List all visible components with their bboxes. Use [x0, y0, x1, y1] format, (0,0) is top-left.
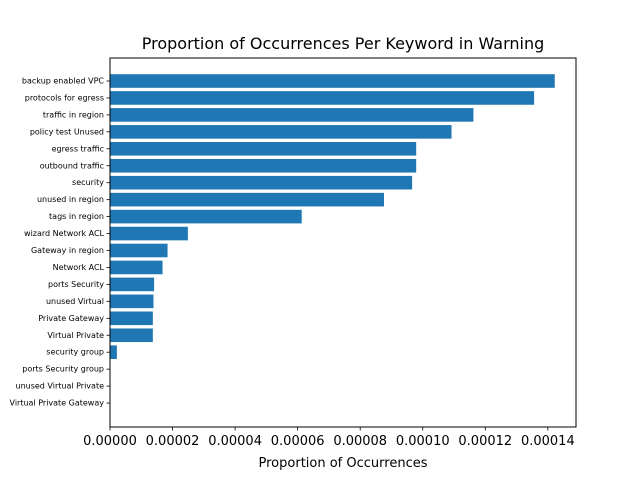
y-axis-ticks: backup enabled VPC protocols for egress tr… [10, 77, 110, 408]
y-tick-label: Private Gateway [38, 314, 104, 323]
bar [110, 175, 413, 190]
y-tick-label: Network ACL [53, 263, 105, 272]
y-tick-label: tags in region [49, 212, 104, 221]
bar [110, 345, 117, 359]
y-tick-label: ports Security group [22, 365, 104, 374]
y-tick-label: security [72, 178, 104, 187]
x-tick-label: 0.00004 [208, 434, 262, 449]
bar [110, 108, 474, 122]
plot-frame [109, 57, 577, 428]
y-tick-label: unused in region [37, 195, 104, 204]
y-tick-label: wizard Network ACL [24, 229, 105, 238]
bar [110, 277, 155, 292]
chart-title: Proportion of Occurrences Per Keyword in… [142, 34, 545, 53]
y-tick-label: Virtual Private [47, 331, 104, 340]
x-tick-label: 0.00014 [521, 434, 575, 449]
bar [110, 226, 188, 241]
y-tick-label: unused Virtual [46, 297, 104, 306]
bars-group [110, 74, 555, 359]
y-tick-label: outbound traffic [40, 161, 104, 170]
x-tick-label: 0.00012 [458, 434, 512, 449]
y-tick-label: Virtual Private Gateway [10, 399, 105, 408]
bar [110, 91, 535, 105]
bar [110, 158, 417, 173]
x-tick-label: 0.00008 [333, 434, 387, 449]
bar [110, 294, 154, 309]
y-tick-label: security group [46, 348, 104, 357]
y-tick-label: unused Virtual Private [16, 382, 105, 391]
y-tick-label: protocols for egress [25, 93, 104, 102]
x-tick-label: 0.00002 [146, 434, 200, 449]
y-tick-label: policy test Unused [30, 127, 104, 136]
bar [110, 125, 452, 139]
bar [110, 328, 153, 343]
y-tick-label: traffic in region [43, 110, 104, 119]
y-tick-label: ports Security [48, 280, 104, 289]
bar [110, 260, 163, 275]
x-tick-label: 0.00010 [396, 434, 450, 449]
bar [110, 74, 555, 88]
bar [110, 209, 302, 224]
bar [110, 243, 168, 258]
y-tick-label: egress traffic [52, 144, 104, 153]
y-tick-label: Gateway in region [31, 246, 104, 255]
bar [110, 311, 153, 326]
x-axis-ticks: 0.00000 0.00002 0.00004 0.00006 0.00008 0.000… [83, 427, 575, 449]
y-tick-label: backup enabled VPC [22, 77, 104, 86]
x-axis-label: Proportion of Occurrences [259, 456, 428, 471]
x-tick-label: 0.00006 [271, 434, 325, 449]
x-tick-label: 0.00000 [83, 434, 137, 449]
bar [110, 142, 417, 156]
bar [110, 192, 384, 207]
